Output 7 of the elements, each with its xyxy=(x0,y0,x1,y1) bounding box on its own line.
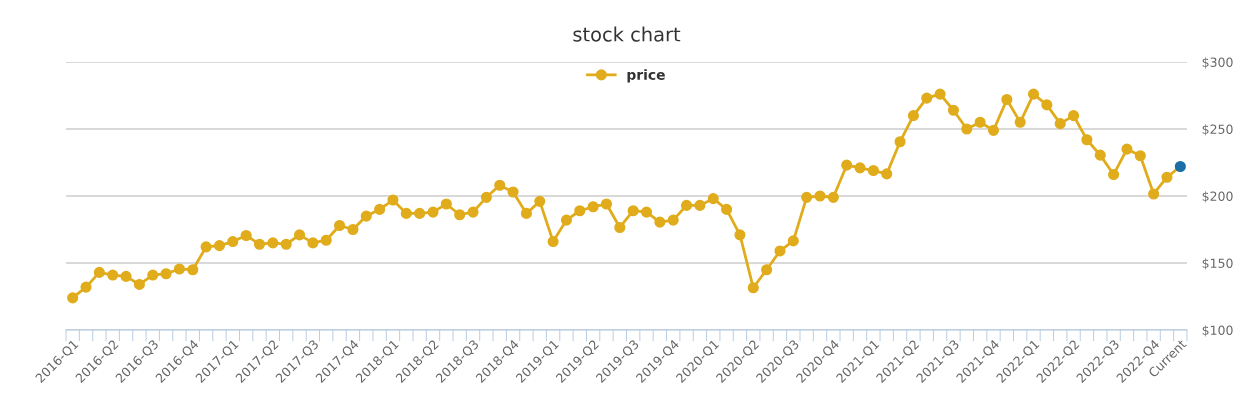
y-tick-label: $150 xyxy=(1202,258,1233,270)
y-tick-label: $200 xyxy=(1202,191,1233,203)
legend-label: price xyxy=(627,69,665,83)
y-tick-label: $100 xyxy=(1202,325,1233,337)
chart-title: stock chart xyxy=(573,26,681,42)
y-tick-label: $300 xyxy=(1202,57,1233,69)
y-tick-label: $250 xyxy=(1202,124,1233,136)
